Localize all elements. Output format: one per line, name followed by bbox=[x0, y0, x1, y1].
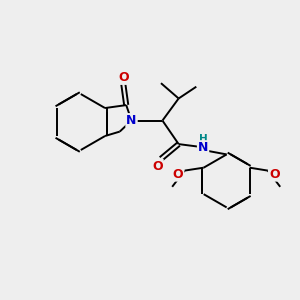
Text: N: N bbox=[126, 114, 137, 127]
Text: O: O bbox=[269, 168, 280, 181]
Text: O: O bbox=[118, 71, 129, 84]
Text: O: O bbox=[152, 160, 163, 173]
Text: N: N bbox=[198, 141, 208, 154]
Text: H: H bbox=[199, 134, 208, 144]
Text: O: O bbox=[173, 168, 183, 181]
